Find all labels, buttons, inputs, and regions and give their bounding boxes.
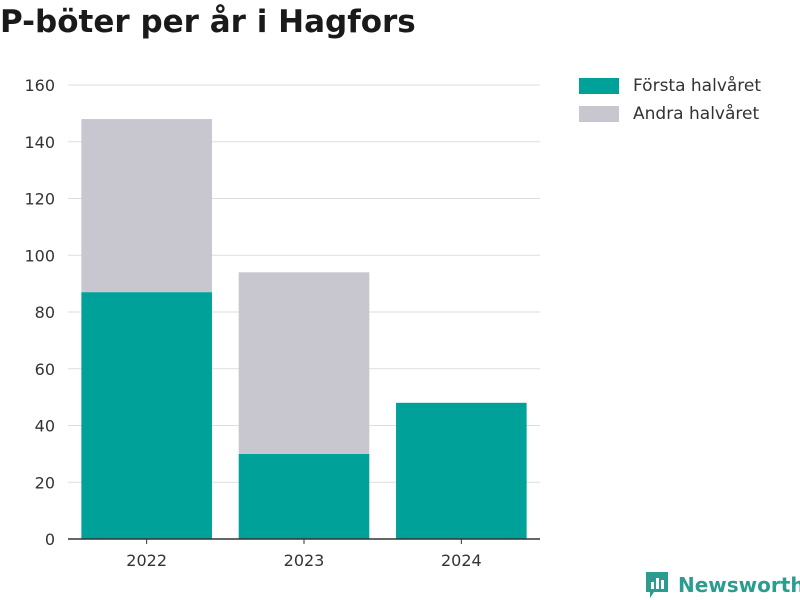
y-tick-label: 120 bbox=[24, 190, 55, 209]
legend-item-second-half: Andra halvåret bbox=[579, 100, 761, 128]
x-tick-label: 2022 bbox=[126, 551, 167, 570]
y-tick-label: 140 bbox=[24, 133, 55, 152]
y-tick-label: 40 bbox=[35, 417, 55, 436]
y-tick-label: 100 bbox=[24, 246, 55, 265]
legend-label-first-half: Första halvåret bbox=[633, 76, 762, 96]
brand-logo: Newsworthy bbox=[644, 570, 800, 600]
y-tick-label: 160 bbox=[24, 76, 55, 95]
bar-chart-flag-icon bbox=[646, 572, 668, 598]
bar-2024-series-1 bbox=[396, 402, 527, 539]
legend-item-first-half: Första halvåret bbox=[579, 72, 761, 100]
x-axis: 2022 2023 2024 bbox=[68, 538, 540, 570]
x-tick-label: 2024 bbox=[441, 551, 482, 570]
legend-swatch-second-half bbox=[579, 106, 619, 122]
y-tick-label: 60 bbox=[35, 360, 55, 379]
bars bbox=[81, 119, 527, 539]
brand-name: Newsworthy bbox=[678, 573, 800, 597]
bar-2022-series-2 bbox=[81, 119, 212, 293]
bar-2023-series-2 bbox=[238, 272, 370, 454]
chart-title: P-böter per år i Hagfors bbox=[0, 4, 416, 40]
y-tick-label: 0 bbox=[45, 530, 55, 549]
legend-swatch-first-half bbox=[579, 78, 619, 94]
bar-2022-series-1 bbox=[81, 292, 212, 539]
y-tick-label: 80 bbox=[35, 303, 55, 322]
y-tick-label: 20 bbox=[35, 473, 55, 492]
legend-label-second-half: Andra halvåret bbox=[633, 104, 760, 124]
legend: Första halvåret Andra halvåret bbox=[579, 72, 761, 128]
x-tick-label: 2023 bbox=[284, 551, 325, 570]
bar-2023-series-1 bbox=[238, 453, 370, 539]
y-axis: 0 20 40 60 80 100 120 140 160 bbox=[24, 76, 55, 549]
